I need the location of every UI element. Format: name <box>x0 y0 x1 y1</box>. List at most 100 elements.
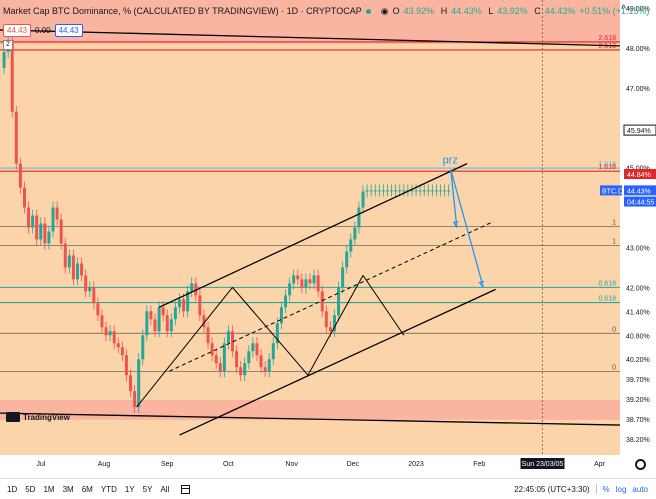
candle-body <box>137 359 141 408</box>
candle-body <box>263 367 267 372</box>
candle-body <box>288 283 292 296</box>
timeframe-5y[interactable]: 5Y <box>142 484 153 494</box>
price-tick-label: 40.80% <box>626 333 650 340</box>
candle-body <box>426 190 430 192</box>
price-axis-background <box>620 0 656 478</box>
candle-body <box>304 279 308 288</box>
candle-body <box>308 279 312 284</box>
calendar-icon[interactable] <box>181 484 191 494</box>
candle-body <box>349 239 353 252</box>
price-tick-label: 48.00% <box>626 46 650 53</box>
candle-body <box>71 255 75 280</box>
candle-body <box>430 190 434 192</box>
candle-body <box>10 39 14 112</box>
chart-svg[interactable]: 2.6182.6181.6181.618110.6180.61800prz49.… <box>0 0 656 478</box>
candle-body <box>353 227 357 240</box>
fib-label-9: 0 <box>612 365 616 372</box>
candle-body <box>239 367 243 376</box>
candle-body <box>145 311 149 336</box>
date-label: Sun 23/03/05 <box>522 461 564 468</box>
timeframe-1d[interactable]: 1D <box>7 484 18 494</box>
time-tick-label: 2023 <box>408 461 424 468</box>
time-tick-label: Oct <box>223 461 234 468</box>
candle-body <box>447 190 451 192</box>
timeframe-6m[interactable]: 6M <box>81 484 93 494</box>
candle-body <box>373 190 377 192</box>
timeframe-5d[interactable]: 5D <box>25 484 36 494</box>
timeframe-3m[interactable]: 3M <box>62 484 74 494</box>
channel-mid-line <box>169 221 494 372</box>
timeframe-1m[interactable]: 1M <box>43 484 55 494</box>
tradingview-logo[interactable]: TradingView <box>6 412 70 422</box>
candle-body <box>67 255 71 268</box>
candle-body <box>206 327 210 344</box>
candle-body <box>63 243 67 268</box>
high-value: 44.43% <box>451 6 482 16</box>
separator <box>595 484 597 494</box>
candle-body <box>157 307 161 332</box>
candle-body <box>251 343 255 352</box>
price-label-bg-4 <box>624 196 656 207</box>
symbol-tag: BTC.D <box>602 188 623 195</box>
time-tick-label: Jul <box>36 461 45 468</box>
candle-body <box>345 251 349 268</box>
candle-body <box>300 279 304 288</box>
close-label: C <box>534 6 541 16</box>
candle-body <box>226 331 230 344</box>
candle-body <box>14 111 18 164</box>
candle-body <box>104 327 108 336</box>
collapse-header-icon[interactable]: ^ <box>621 4 626 15</box>
price-tick-label: 40.20% <box>626 357 650 364</box>
candle-body <box>275 323 279 344</box>
long-support-line <box>0 412 621 426</box>
candle-body <box>177 299 181 308</box>
high-label: H <box>440 6 448 16</box>
timeframe-all[interactable]: All <box>160 484 170 494</box>
candle-body <box>439 190 443 192</box>
bottom-toolbar: 1D 5D 1M 3M 6M YTD 1Y 5Y All 22:45:05 (UTC+3:30)… <box>0 478 656 499</box>
candle-body <box>108 331 112 336</box>
value-zero: 0.00 <box>35 26 51 35</box>
candle-body <box>133 391 137 408</box>
price-label-3: 44.43% <box>627 188 651 195</box>
candle-body <box>112 331 116 344</box>
candle-body <box>96 303 100 316</box>
candle-body <box>255 343 259 356</box>
candle-body <box>161 307 165 316</box>
open-label: O <box>392 6 400 16</box>
candle-body <box>92 287 96 304</box>
clock-readout[interactable]: 22:45:05 (UTC+3:30) <box>514 484 590 494</box>
time-tick-label: Feb <box>473 461 485 468</box>
zigzag-segment <box>362 275 405 336</box>
candle-body <box>22 187 26 208</box>
arrow-short <box>450 169 458 228</box>
candle-body <box>165 315 169 332</box>
zigzag-segment <box>136 287 233 408</box>
candle-body <box>182 299 186 312</box>
candle-body <box>218 363 222 372</box>
timeframe-1y[interactable]: 1Y <box>124 484 135 494</box>
timeframe-ytd[interactable]: YTD <box>100 484 117 494</box>
auto-toggle[interactable]: auto <box>632 484 648 494</box>
candle-body <box>247 351 251 364</box>
fib-label-2: 1.618 <box>598 161 616 168</box>
candle-body <box>398 190 402 192</box>
candle-body <box>231 331 234 352</box>
candle-body <box>116 343 120 348</box>
candle-body <box>267 359 271 372</box>
collapse-legend-button[interactable]: 2 <box>3 40 13 50</box>
candle-body <box>47 231 51 244</box>
price-label-4: 04:44:55 <box>627 200 654 207</box>
eye-icon[interactable]: ◉ <box>380 5 389 16</box>
candle-body <box>222 343 226 372</box>
settings-gear-icon[interactable] <box>635 459 646 470</box>
channel-lower-line <box>179 288 496 436</box>
log-toggle[interactable]: log <box>615 484 627 494</box>
candle-body <box>337 287 341 316</box>
candle-body <box>316 275 320 292</box>
low-label: L <box>488 6 494 16</box>
prz-annotation: prz <box>443 155 458 167</box>
percent-toggle[interactable]: % <box>602 484 610 494</box>
candle-body <box>31 215 35 228</box>
